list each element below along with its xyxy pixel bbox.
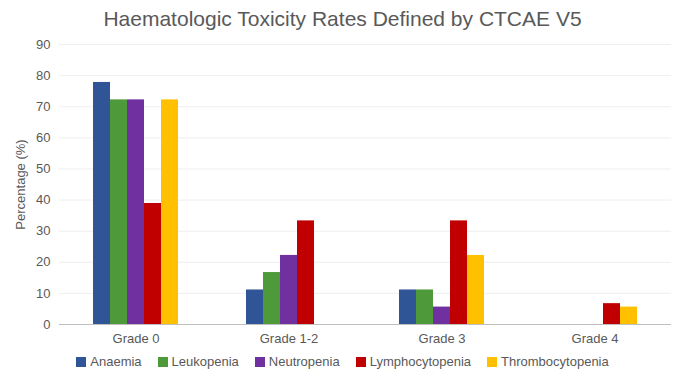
svg-text:Grade 0: Grade 0	[113, 331, 160, 346]
html-text:Haematologic Toxicity Rates De: Haematologic Toxicity Rates Defined by C…	[103, 7, 582, 30]
svg-text:40: 40	[36, 192, 50, 207]
html-text:Leukopenia: Leukopenia	[171, 354, 239, 369]
html-text:Anaemia: Anaemia	[90, 354, 142, 369]
svg-text:Grade 3: Grade 3	[419, 331, 466, 346]
html-text:Neutropenia: Neutropenia	[268, 354, 340, 369]
svg-text:Percentage (%): Percentage (%)	[13, 139, 28, 229]
svg-text:80: 80	[36, 68, 50, 83]
svg-text:60: 60	[36, 130, 50, 145]
html-text:Lymphocytopenia: Lymphocytopenia	[369, 354, 472, 369]
svg-text:Grade 4: Grade 4	[572, 331, 619, 346]
svg-text:20: 20	[36, 254, 50, 269]
svg-text:90: 90	[36, 37, 50, 52]
svg-text:10: 10	[36, 286, 50, 301]
html-text:Thrombocytopenia: Thrombocytopenia	[501, 354, 609, 369]
svg-text:Grade 1-2: Grade 1-2	[260, 331, 319, 346]
svg-text:50: 50	[36, 161, 50, 176]
svg-text:70: 70	[36, 99, 50, 114]
svg-text:0: 0	[43, 317, 50, 332]
svg-text:30: 30	[36, 223, 50, 238]
